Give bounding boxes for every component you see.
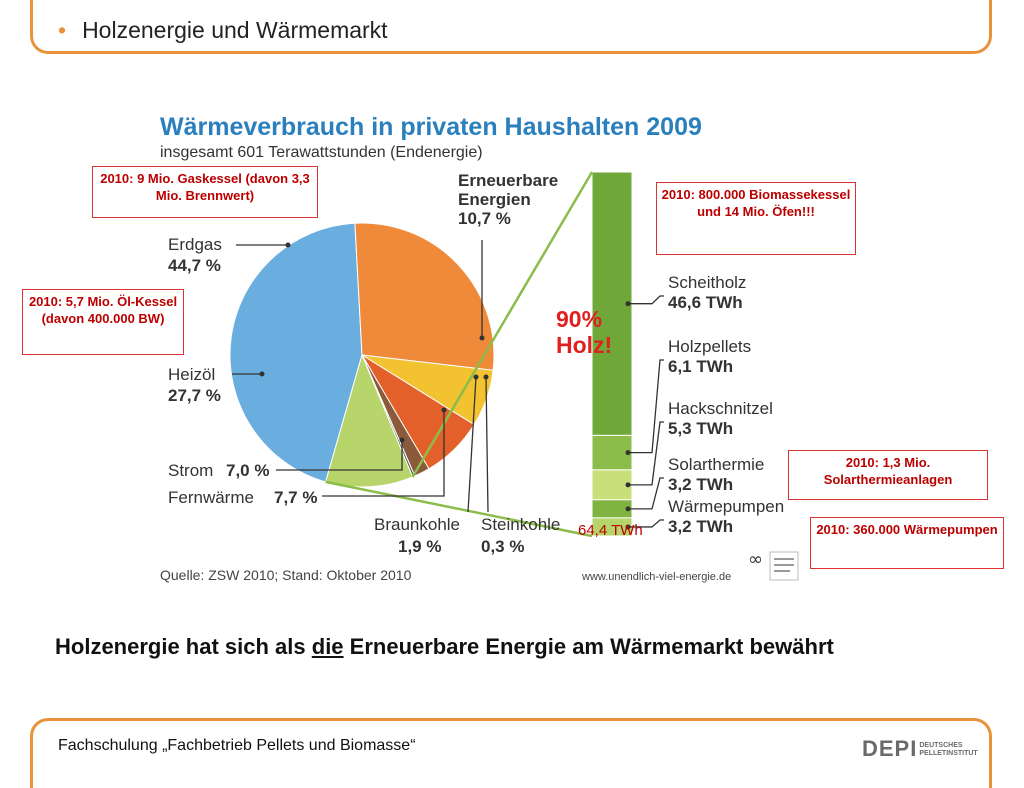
chart-title: Wärmeverbrauch in privaten Haushalten 20… xyxy=(160,113,702,141)
label-heizoel-value: 27,7 % xyxy=(168,386,221,405)
bar-label-waermepumpen-value: 3,2 TWh xyxy=(668,517,733,536)
leader-steinkohle-dot xyxy=(483,374,489,380)
depi-logo-text: DEPI xyxy=(862,736,918,761)
label-erdgas-name: Erdgas xyxy=(168,235,222,254)
bar-leader-hackschnitzel-dot xyxy=(625,482,631,488)
chart-subtitle: insgesamt 601 Terawattstunden (Endenergi… xyxy=(160,144,483,161)
slide-title-text: Holzenergie und Wärmemarkt xyxy=(82,17,388,43)
leader-erneuerbare-dot xyxy=(479,335,485,341)
leader-fernwaerme-dot xyxy=(441,407,447,413)
leader-strom xyxy=(276,440,403,471)
subtitle-part-1: Holzenergie hat sich als xyxy=(55,634,312,659)
label-fernwaerme-name: Fernwärme xyxy=(168,488,254,507)
callout-oil: 2010: 5,7 Mio. Öl-Kessel (davon 400.000 … xyxy=(22,289,184,355)
holz-percent: 90% xyxy=(556,306,603,332)
leader-heizoel-dot xyxy=(259,371,265,377)
bullet: • xyxy=(58,17,67,43)
label-erneuerbare-name-1: Erneuerbare xyxy=(458,171,558,190)
depi-logo: DEPI DEUTSCHES PELLETINSTITUT xyxy=(862,736,978,762)
bar-segment-holzpellets xyxy=(591,434,633,471)
label-strom-value: 7,0 % xyxy=(226,461,269,480)
label-fernwaerme-value: 7,7 % xyxy=(274,488,317,507)
bar-label-solarthermie-name: Solarthermie xyxy=(668,455,764,474)
depi-logo-small: DEUTSCHES PELLETINSTITUT xyxy=(919,742,978,758)
aee-logo: ∞ xyxy=(748,549,799,581)
bar-leader-holzpellets-dot xyxy=(625,450,631,456)
leader-fernwaerme xyxy=(322,410,445,497)
leader-braunkohle-dot xyxy=(473,374,479,380)
bar-leader-hackschnitzel xyxy=(628,421,664,486)
leader-strom-dot xyxy=(399,437,405,443)
subtitle-part-2: Erneuerbare Energie am Wärmemarkt bewähr… xyxy=(343,634,834,659)
chart-source: Quelle: ZSW 2010; Stand: Oktober 2010 xyxy=(160,567,412,583)
bar-label-scheitholz-name: Scheitholz xyxy=(668,273,746,292)
leader-steinkohle xyxy=(485,376,489,513)
label-steinkohle-name: Steinkohle xyxy=(481,515,560,534)
leader-erdgas-dot xyxy=(285,242,291,248)
label-erneuerbare-name-2: Energien xyxy=(458,190,531,209)
pie-slice-heizoel xyxy=(354,222,495,371)
total-twh: 64,4 TWh xyxy=(578,522,643,539)
callout-heatpump: 2010: 360.000 Wärmepumpen xyxy=(810,517,1004,569)
chart-url: www.unendlich-viel-energie.de xyxy=(581,571,731,583)
label-strom-name: Strom xyxy=(168,461,213,480)
bar-label-scheitholz-value: 46,6 TWh xyxy=(668,293,743,312)
bar-leader-scheitholz-dot xyxy=(625,301,631,307)
callout-gas: 2010: 9 Mio. Gaskessel (davon 3,3 Mio. B… xyxy=(92,166,318,218)
leader-braunkohle xyxy=(467,376,477,513)
label-erdgas-value: 44,7 % xyxy=(168,256,221,275)
label-braunkohle-name: Braunkohle xyxy=(374,515,460,534)
bar-label-solarthermie-value: 3,2 TWh xyxy=(668,475,733,494)
holz-annotation: 90% Holz! xyxy=(556,306,612,358)
bar-label-waermepumpen-name: Wärmepumpen xyxy=(668,497,784,516)
bar-label-hackschnitzel-name: Hackschnitzel xyxy=(668,399,773,418)
chart-labels: Erdgas 44,7 % Heizöl 27,7 % Strom 7,0 % Fernwä… xyxy=(168,171,784,556)
bar-segment-scheitholz xyxy=(591,171,633,436)
footer-frame xyxy=(30,718,992,788)
label-erneuerbare-value: 10,7 % xyxy=(458,209,511,228)
callout-solar: 2010: 1,3 Mio. Solarthermieanlagen xyxy=(788,450,988,500)
pie-chart xyxy=(229,222,495,488)
bar-leader-waermepumpen xyxy=(628,519,664,528)
label-steinkohle-value: 0,3 % xyxy=(481,537,524,556)
footer-text: Fachschulung „Fachbetrieb Pellets und Bi… xyxy=(58,737,416,754)
bar-leader-waermepumpen-dot xyxy=(625,524,631,530)
connector-line-top xyxy=(411,171,594,478)
breakdown-bar xyxy=(325,171,633,538)
svg-text:∞: ∞ xyxy=(748,549,763,570)
subtitle-underlined: die xyxy=(311,634,344,659)
slide-subtitle: Holzenergie hat sich als die Erneuerbare… xyxy=(55,634,834,660)
bar-leader-solarthermie-dot xyxy=(625,506,631,512)
pie-slice-erdgas xyxy=(229,222,363,483)
callout-biomass: 2010: 800.000 Biomassekessel und 14 Mio.… xyxy=(656,182,856,255)
bar-label-holzpellets-name: Holzpellets xyxy=(668,337,751,356)
bar-leader-holzpellets xyxy=(628,359,664,454)
bar-leader-solarthermie xyxy=(628,477,664,510)
title-frame xyxy=(30,0,992,54)
bar-label-holzpellets-value: 6,1 TWh xyxy=(668,357,733,376)
chart: Wärmeverbrauch in privaten Haushalten 20… xyxy=(160,113,799,583)
slide-title: • Holzenergie und Wärmemarkt xyxy=(58,17,388,44)
bar-label-hackschnitzel-value: 5,3 TWh xyxy=(668,419,733,438)
label-heizoel-name: Heizöl xyxy=(168,365,215,384)
bar-leader-scheitholz xyxy=(628,295,664,305)
label-braunkohle-value: 1,9 % xyxy=(398,537,441,556)
connector-line-bottom xyxy=(325,480,593,538)
holz-label: Holz! xyxy=(556,332,613,358)
